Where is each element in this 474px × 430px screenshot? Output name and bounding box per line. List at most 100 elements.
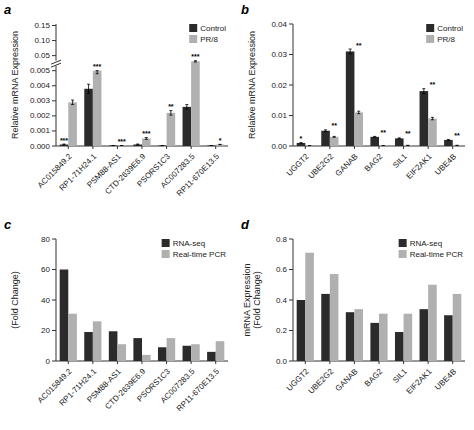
- y-tick: [289, 300, 293, 301]
- error-line: [211, 145, 212, 146]
- error-cap: [422, 88, 425, 89]
- x-tick: [305, 361, 306, 364]
- legend-label: RNA-seq: [173, 239, 205, 248]
- error-cap: [357, 111, 360, 112]
- bar: [428, 119, 437, 146]
- error-bar: [112, 145, 115, 146]
- legend-label: PR/8: [437, 35, 455, 44]
- y-tick: [289, 239, 293, 240]
- x-tick: [379, 146, 380, 149]
- error-cap: [219, 144, 222, 145]
- plot-area: [297, 253, 462, 361]
- error-cap: [333, 136, 336, 137]
- error-cap: [145, 137, 148, 138]
- error-line: [72, 100, 73, 105]
- error-cap: [373, 136, 376, 137]
- error-cap: [71, 104, 74, 105]
- y-tick-label: 0.004: [30, 81, 51, 90]
- annotation: ***: [191, 53, 199, 60]
- error-cap: [185, 109, 188, 110]
- error-cap: [349, 53, 352, 54]
- bar: [321, 131, 330, 146]
- error-line: [113, 145, 114, 146]
- error-cap: [96, 73, 99, 74]
- error-line: [88, 84, 89, 93]
- bar: [453, 294, 462, 361]
- bar: [395, 332, 404, 361]
- error-cap: [398, 138, 401, 139]
- error-line: [220, 144, 221, 145]
- error-cap: [96, 70, 99, 71]
- bar: [191, 344, 200, 361]
- y-tick-label: 0.01: [271, 111, 287, 120]
- bar: [84, 332, 93, 361]
- y-tick-label: 0.02: [271, 81, 287, 90]
- y-axis-label: (Fold Change): [10, 271, 20, 329]
- error-bar: [145, 138, 148, 140]
- y-tick-label: 0.05: [34, 51, 50, 60]
- bar: [297, 143, 306, 146]
- annotation: *: [300, 135, 303, 142]
- y-tick: [52, 330, 56, 331]
- y-tick-label: 80: [41, 235, 50, 244]
- bar: [142, 138, 151, 146]
- y-tick-label: 60: [41, 265, 50, 274]
- bar: [297, 300, 306, 361]
- error-bar: [136, 144, 139, 146]
- x-tick: [403, 146, 404, 149]
- error-bar: [161, 145, 164, 146]
- legend-swatch: [399, 250, 407, 258]
- bar: [60, 270, 69, 362]
- legend-swatch: [162, 239, 170, 247]
- y-tick: [52, 130, 56, 131]
- panel-title: d: [241, 217, 250, 232]
- error-bar: [299, 142, 302, 143]
- error-cap: [406, 145, 409, 146]
- error-line: [162, 145, 163, 146]
- x-tick-label: UBE4B: [433, 367, 458, 392]
- bar: [395, 138, 404, 146]
- y-tick-label: 20: [41, 326, 50, 335]
- bar: [428, 285, 437, 361]
- error-bar: [194, 61, 197, 62]
- legend-swatch: [426, 24, 434, 32]
- plot-area: [297, 49, 462, 146]
- annotation: ***: [118, 138, 126, 145]
- legend: ControlPR/8: [426, 24, 463, 44]
- error-cap: [382, 145, 385, 146]
- error-cap: [456, 145, 459, 146]
- y-tick: [52, 25, 56, 26]
- error-line: [146, 138, 147, 140]
- error-bar: [398, 137, 401, 139]
- x-tick-label: RP11-670E13.5: [175, 152, 222, 199]
- error-cap: [194, 61, 197, 62]
- y-tick: [52, 239, 56, 240]
- x-tick-label: BAG2: [363, 152, 385, 174]
- x-tick-label: CTD-2639E6.9: [103, 152, 147, 196]
- legend-swatch: [399, 239, 407, 247]
- error-line: [350, 49, 351, 54]
- x-tick-label: EIF2AK1: [405, 152, 434, 181]
- y-axis-label-line: (Fold Change): [10, 271, 20, 329]
- error-cap: [219, 144, 222, 145]
- y-tick-label: 0.03: [271, 50, 287, 59]
- bar: [216, 144, 225, 146]
- error-cap: [185, 104, 188, 105]
- error-cap: [373, 137, 376, 138]
- error-line: [358, 111, 359, 113]
- annotation: ***: [93, 63, 101, 70]
- y-tick: [52, 115, 56, 116]
- x-tick: [142, 361, 143, 364]
- error-bar: [406, 145, 409, 146]
- x-tick: [354, 146, 355, 149]
- annotation: **: [405, 130, 411, 137]
- annotation: *: [219, 137, 222, 144]
- x-tick: [166, 146, 167, 149]
- y-tick: [289, 85, 293, 86]
- x-tick: [68, 146, 69, 149]
- figure: 0.0000.0010.0020.0030.0040.0050.050.100.…: [0, 0, 474, 430]
- y-tick: [289, 24, 293, 25]
- y-tick-label: 0.0: [276, 357, 288, 366]
- x-tick: [92, 146, 93, 149]
- error-line: [448, 139, 449, 140]
